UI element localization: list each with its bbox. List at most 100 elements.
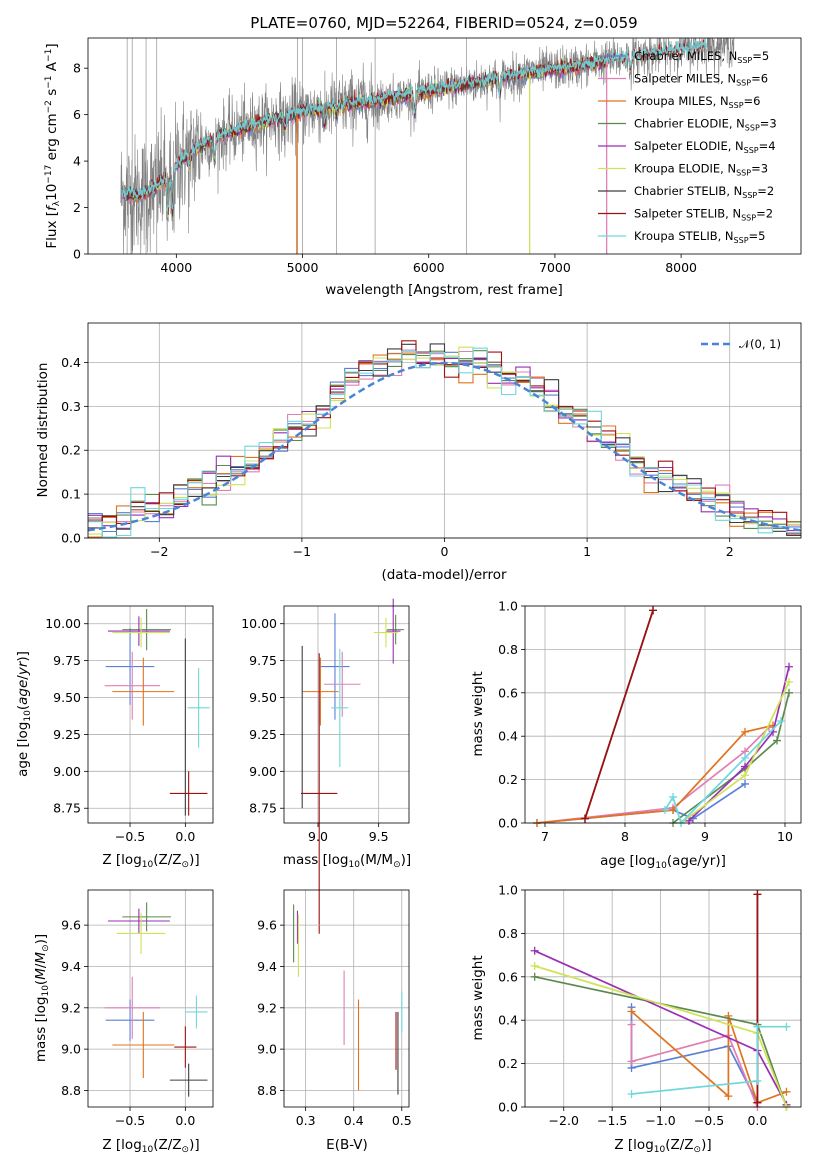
series-marker-kroupa_stelib <box>777 717 785 726</box>
y-tick-label: 0.0 <box>498 816 518 831</box>
series-line-salpeter_stelib <box>584 610 654 819</box>
panel-frame <box>283 605 410 824</box>
histogram-salpeter_stelib <box>88 340 801 535</box>
panel-frame <box>87 889 214 1108</box>
panel-frame <box>524 605 802 824</box>
mass-vs-metallicity-panel: −0.5 0.0 8.8 9.0 9.2 9.4 9.6 mass [log10(M/M⊙)… <box>33 889 214 1155</box>
x-tick-label: 0.0 <box>175 1113 195 1128</box>
normal-legend-label: 𝒩(0, 1) <box>739 337 781 351</box>
series-marker-kroupa_miles <box>741 727 749 736</box>
x-tick-label: 8 <box>621 829 629 844</box>
mass-y-axis-label: mass [log10(M/M⊙)] <box>33 934 51 1062</box>
series-marker-salpeter_elodie <box>530 946 539 955</box>
age-vs-mass-panel: 9.0 9.5 8.75 9.00 9.25 9.50 9.75 10.00 mass [lo… <box>241 598 411 934</box>
residuals-legend: 𝒩(0, 1) <box>701 337 781 351</box>
weight-vs-metallicity-y-label: mass weight <box>470 955 486 1040</box>
y-tick-label: 8.75 <box>249 801 277 816</box>
series-marker-salpeter_elodie <box>741 762 749 771</box>
x-tick-label: 0.0 <box>175 829 195 844</box>
panel-frame <box>87 605 214 824</box>
weight-vs-metallicity-x-label: Z [log10(Z/Z⊙)] <box>614 1137 711 1155</box>
series-marker-salpeter_elodie <box>785 662 793 671</box>
x-tick-label: 10 <box>777 829 793 844</box>
age-vs-mass-plot: 9.0 9.5 8.75 9.00 9.25 9.50 9.75 10.00 <box>241 598 410 934</box>
series-marker-kroupa_elodie <box>741 771 749 780</box>
series-marker-kroupa_elodie <box>785 677 793 686</box>
y-tick-label: 10.00 <box>241 616 277 631</box>
x-tick-label: 4000 <box>160 260 192 275</box>
age-vs-metallicity-plot: −0.5 0.0 8.75 9.00 9.25 9.50 9.75 10.00 <box>45 605 214 844</box>
y-tick-label: 9.25 <box>53 727 81 742</box>
y-tick-label: 0.6 <box>498 685 518 700</box>
y-tick-label: 1.0 <box>498 599 518 614</box>
y-tick-label: 10.00 <box>45 616 81 631</box>
y-tick-label: 9.25 <box>249 727 277 742</box>
y-tick-label: 0.2 <box>498 772 518 787</box>
residuals-x-ticks: −2 −1 0 1 2 <box>150 538 734 559</box>
series-marker-kroupa_stelib <box>753 1076 762 1085</box>
y-tick-label: 9.75 <box>249 653 277 668</box>
spectrum-panel: PLATE=0760, MJD=52264, FIBERID=0524, z=0… <box>44 14 802 298</box>
y-tick-label: 9.2 <box>61 1000 81 1015</box>
y-tick-label: 0.4 <box>498 729 518 744</box>
series-marker-chabrier_elodie <box>785 688 793 697</box>
y-tick-label: 0.3 <box>61 399 81 414</box>
mass-vs-metallicity-x-label: Z [log10(Z/Z⊙)] <box>102 1137 199 1155</box>
series-marker-kroupa_stelib <box>741 753 749 762</box>
age-vs-metallicity-panel: −0.5 0.0 8.75 9.00 9.25 9.50 9.75 10.00 age [lo… <box>15 605 214 870</box>
series-marker-salpeter_stelib <box>753 890 762 899</box>
residuals-y-axis-label: Normed distribution <box>35 363 51 498</box>
legend-label-chabrier_stelib: Chabrier STELIB, NSSP=2 <box>634 184 774 200</box>
y-tick-label: 9.00 <box>249 764 277 779</box>
series-marker-chabrier_elodie <box>773 736 781 745</box>
spectrum-x-ticks: 4000 5000 6000 7000 8000 <box>160 254 697 275</box>
series-marker-kroupa_miles <box>724 1092 733 1101</box>
y-tick-label: 9.2 <box>257 1000 277 1015</box>
series-marker-salpeter_miles <box>627 1057 636 1066</box>
spectrum-title: PLATE=0760, MJD=52264, FIBERID=0524, z=0… <box>250 14 637 32</box>
x-tick-label: −0.5 <box>115 829 145 844</box>
y-tick-label: 9.50 <box>53 690 81 705</box>
y-tick-label: 1.0 <box>498 883 518 898</box>
series-line-kroupa_stelib <box>631 1025 787 1095</box>
legend-label-chabrier_elodie: Chabrier ELODIE, NSSP=3 <box>634 117 777 133</box>
x-tick-label: 1 <box>583 544 591 559</box>
y-tick-label: 9.6 <box>257 918 277 933</box>
x-tick-label: 7000 <box>539 260 571 275</box>
y-tick-label: 9.4 <box>61 959 81 974</box>
series-marker-salpeter_stelib <box>649 606 657 615</box>
weight-vs-age-x-label: age [log10(age/yr)] <box>600 853 726 871</box>
series-line-salpeter_miles <box>536 726 770 824</box>
mass-vs-extinction-panel: 0.3 0.4 0.5 8.8 9.0 9.2 9.4 9.6 E(B-V) <box>257 889 412 1153</box>
spectrum-plot-area <box>120 38 735 254</box>
y-tick-label: 9.4 <box>257 959 277 974</box>
x-tick-label: −1 <box>293 544 311 559</box>
series-marker-kroupa_elodie <box>530 961 539 970</box>
y-tick-label: 0.0 <box>61 531 81 546</box>
normal-distribution-curve <box>88 361 801 532</box>
y-tick-label: 4 <box>73 154 81 169</box>
x-tick-label: 6000 <box>413 260 445 275</box>
series-marker-chabrier_elodie <box>530 972 539 981</box>
residuals-plot-area <box>88 340 801 538</box>
y-tick-label: 0.8 <box>498 926 518 941</box>
panel-frame <box>283 889 410 1108</box>
y-tick-label: 0.2 <box>498 1056 518 1071</box>
spectrum-y-ticks: 0 2 4 6 8 <box>73 61 88 262</box>
legend-label-salpeter_stelib: Salpeter STELIB, NSSP=2 <box>634 207 773 223</box>
x-tick-label: −0.5 <box>694 1113 724 1128</box>
series-marker-salpeter_stelib <box>753 1098 762 1107</box>
spectrum-frame <box>87 37 802 255</box>
mass-vs-metallicity-plot: −0.5 0.0 8.8 9.0 9.2 9.4 9.6 <box>61 889 214 1128</box>
legend-label-salpeter_miles: Salpeter MILES, NSSP=6 <box>634 72 768 88</box>
series-marker-kroupa_stelib <box>669 792 677 801</box>
y-tick-label: 0.0 <box>498 1100 518 1115</box>
series-marker-kroupa_stelib <box>753 1022 762 1031</box>
legend-label-kroupa_miles: Kroupa MILES, NSSP=6 <box>634 94 760 110</box>
x-tick-label: 9.5 <box>369 829 389 844</box>
x-tick-label: 0.3 <box>296 1113 316 1128</box>
series-marker-kroupa_miles <box>669 805 677 814</box>
y-tick-label: 8.8 <box>61 1083 81 1098</box>
age-vs-mass-x-label: mass [log10(M/M⊙)] <box>283 852 411 870</box>
y-tick-label: 9.6 <box>61 918 81 933</box>
